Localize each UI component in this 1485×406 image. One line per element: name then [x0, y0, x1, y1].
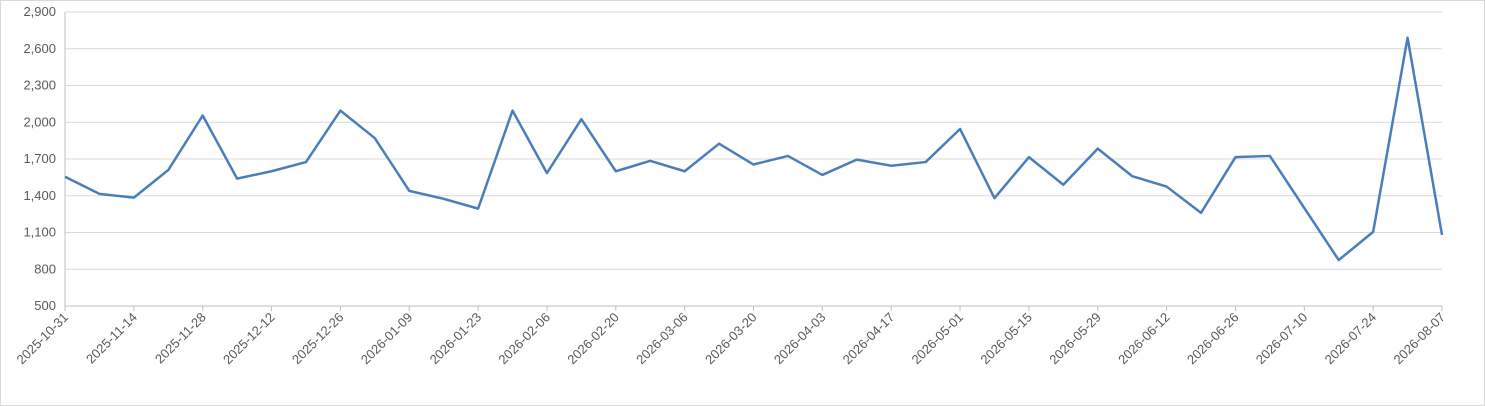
y-tick-label: 2,000 — [23, 114, 56, 129]
y-tick-label: 1,400 — [23, 188, 56, 203]
y-tick-label: 1,100 — [23, 225, 56, 240]
y-tick-label: 2,300 — [23, 78, 56, 93]
y-tick-label: 2,900 — [23, 4, 56, 19]
y-tick-label: 1,700 — [23, 151, 56, 166]
y-tick-label: 2,600 — [23, 41, 56, 56]
y-tick-label: 800 — [34, 261, 56, 276]
data-line — [64, 36, 1444, 262]
y-tick-label: 500 — [34, 298, 56, 313]
